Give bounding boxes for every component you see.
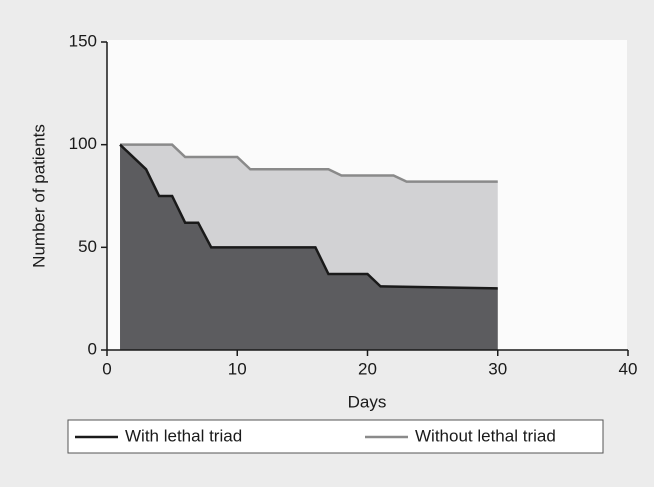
x-tick-label: 10 [228, 359, 247, 378]
y-tick-label: 50 [78, 237, 97, 256]
x-tick-label: 30 [488, 359, 507, 378]
page: Days Number of patients 0 50 100 150 0 10 20 30… [0, 0, 654, 487]
x-tick-label: 20 [358, 359, 377, 378]
y-tick-label: 100 [69, 134, 97, 153]
legend-label: Without lethal triad [415, 426, 556, 445]
x-tick-label: 0 [102, 359, 111, 378]
y-tick-label: 0 [88, 339, 97, 358]
y-tick-label: 150 [69, 31, 97, 50]
y-axis-label: Number of patients [29, 124, 48, 268]
x-tick-label: 40 [619, 359, 638, 378]
chart: Days Number of patients 0 50 100 150 0 10 20 30… [0, 0, 654, 487]
legend-label: With lethal triad [125, 426, 242, 445]
x-axis-label: Days [348, 392, 387, 411]
